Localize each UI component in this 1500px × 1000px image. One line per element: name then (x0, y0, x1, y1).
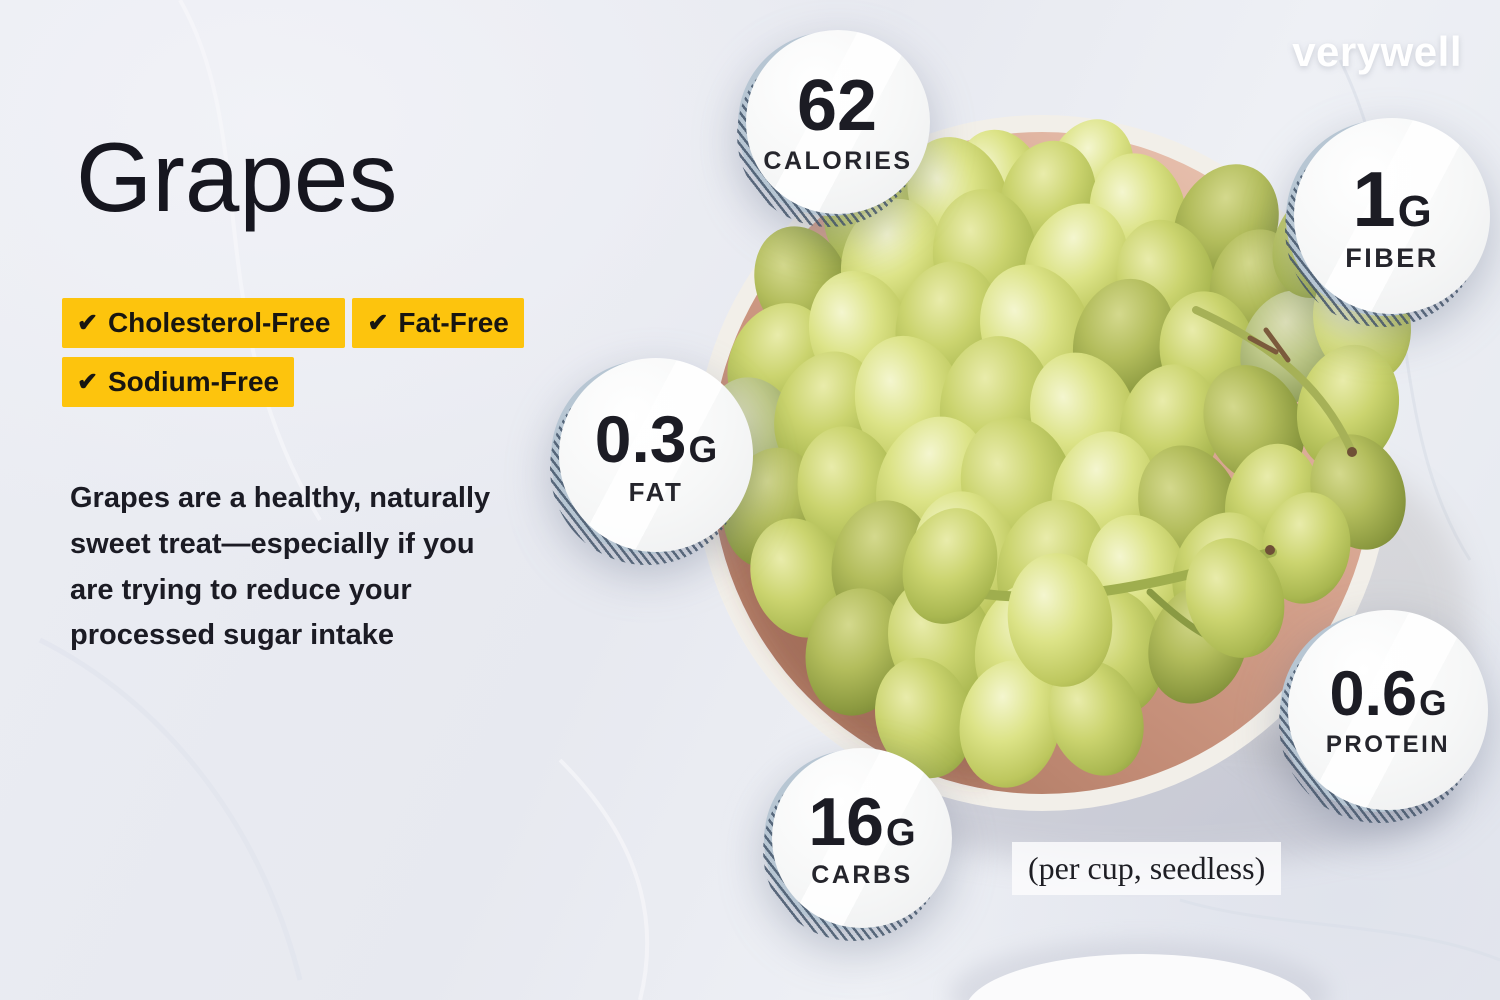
claim-label: Cholesterol-Free (107, 307, 331, 338)
fat-label: FAT (628, 476, 684, 507)
claim-label: Fat-Free (398, 307, 509, 338)
protein-value: 0.6 G (1329, 659, 1447, 729)
badge-face: 0.3 G FAT (559, 358, 753, 552)
claims-row: ✔ Sodium-Free (62, 357, 524, 407)
check-icon: ✔ (77, 308, 98, 337)
protein-badge: 0.6 G PROTEIN (1279, 610, 1488, 823)
check-icon: ✔ (77, 367, 98, 396)
fiber-label: FIBER (1345, 243, 1439, 273)
fat-value: 0.3 G (594, 401, 718, 476)
fat-badge: 0.3 G FAT (550, 358, 753, 565)
page-title: Grapes (76, 122, 398, 232)
serving-note: (per cup, seedless) (1012, 842, 1282, 895)
calories-value: 62 (796, 66, 878, 146)
calories-label: CALORIES (763, 147, 913, 175)
check-icon: ✔ (367, 308, 389, 337)
carbs-value: 16 G (808, 784, 916, 860)
badge-face: 62 CALORIES (746, 30, 930, 214)
description-text: Grapes are a healthy, naturally sweet tr… (70, 482, 491, 652)
claim-badges: ✔ Cholesterol-Free ✔ Fat-Free ✔ Sodium-F… (62, 298, 524, 416)
claim-label: Sodium-Free (107, 366, 280, 397)
calories-badge: 62 CALORIES (737, 30, 930, 227)
claim-badge-fat-free: ✔ Fat-Free (352, 298, 524, 348)
carbs-badge: 16 G CARBS (763, 748, 952, 941)
claim-badge-cholesterol-free: ✔ Cholesterol-Free (62, 298, 346, 348)
verywell-logo: verywell (1292, 28, 1462, 75)
carbs-label: CARBS (811, 861, 913, 889)
badge-face: 16 G CARBS (772, 748, 952, 928)
claims-row: ✔ Cholesterol-Free ✔ Fat-Free (62, 298, 524, 348)
claim-badge-sodium-free: ✔ Sodium-Free (62, 357, 295, 407)
protein-label: PROTEIN (1325, 731, 1451, 758)
badge-face: 0.6 G PROTEIN (1288, 610, 1488, 810)
